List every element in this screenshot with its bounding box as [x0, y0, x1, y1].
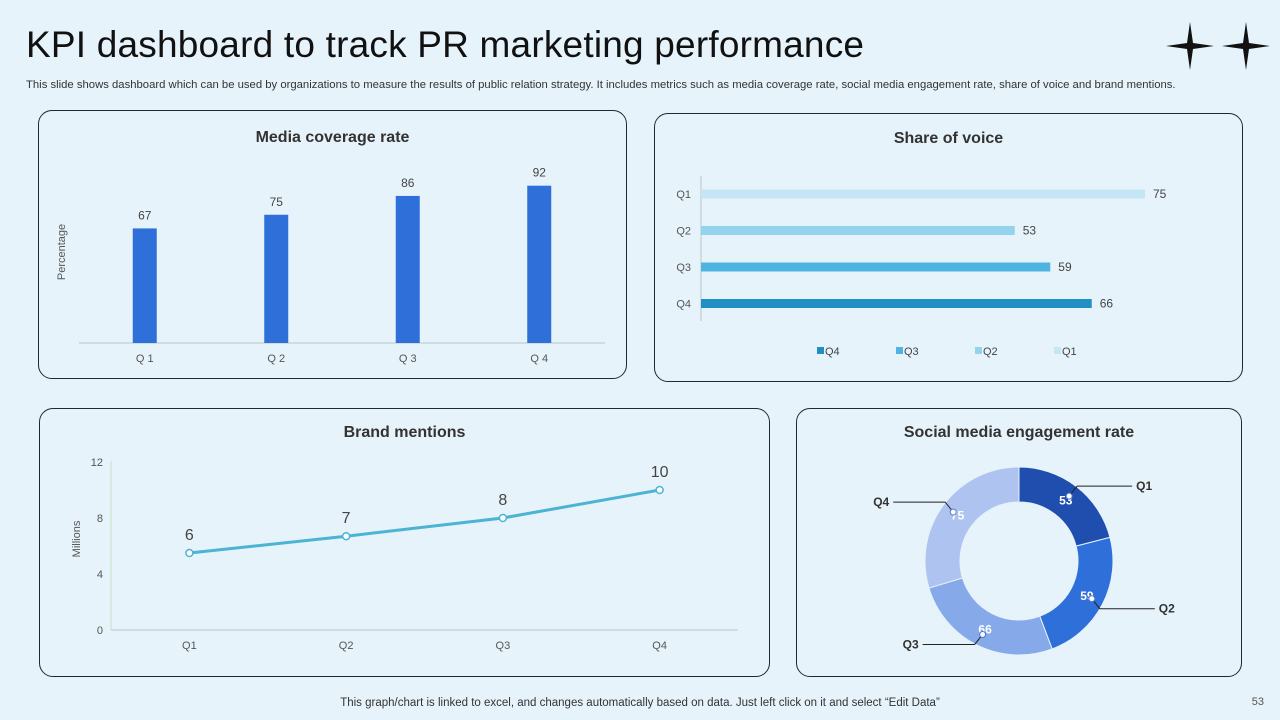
- social-slice-label: Q1: [1136, 479, 1152, 493]
- sov-legend-label: Q3: [904, 346, 919, 358]
- media-coverage-title: Media coverage rate: [255, 129, 410, 146]
- media-bar-value: 92: [533, 166, 547, 180]
- sov-legend-label: Q2: [983, 346, 998, 358]
- social-leader-dot: [1088, 595, 1096, 603]
- media-y-axis-label: Percentage: [56, 224, 68, 280]
- social-slice[interactable]: [924, 466, 1020, 589]
- social-slice-label: Q3: [903, 637, 919, 651]
- footer-note: This graph/chart is linked to excel, and…: [340, 697, 940, 709]
- brand-point-label: 10: [651, 464, 669, 481]
- sov-bar[interactable]: [701, 262, 1051, 272]
- media-x-tick: Q 3: [399, 353, 417, 365]
- media-bar-value: 75: [270, 195, 284, 209]
- media-bar-value: 67: [138, 208, 152, 222]
- share-of-voice-chart[interactable]: 75 Q1 53 Q2 59 Q3 66 Q4 Q4 Q3 Q2 Q1: [655, 114, 1244, 383]
- brand-point-label: 6: [185, 527, 194, 544]
- brand-mentions-title: Brand mentions: [343, 424, 466, 441]
- media-bar[interactable]: [395, 195, 420, 343]
- media-bar[interactable]: [264, 214, 289, 343]
- brand-point-label: 7: [342, 510, 351, 527]
- brand-series-line[interactable]: [189, 488, 660, 555]
- brand-point-label: 8: [498, 492, 507, 509]
- media-x-tick: Q 2: [267, 353, 285, 365]
- brand-y-tick: 0: [97, 625, 103, 637]
- page-number: 53: [1251, 696, 1264, 708]
- sov-bar-value: 66: [1100, 297, 1114, 311]
- page-subtitle: This slide shows dashboard which can be …: [26, 79, 1176, 91]
- brand-point[interactable]: [185, 548, 194, 558]
- brand-mentions-chart[interactable]: 0 4 8 12 Millions 6 Q1 7 Q2 8 Q3 10 Q4: [40, 409, 771, 678]
- media-bar-value: 86: [401, 176, 415, 190]
- share-of-voice-panel[interactable]: Share of voice 75 Q1 53 Q2 59 Q3 66 Q4 Q4 Q3 Q2 Q1: [654, 113, 1243, 382]
- brand-y-tick: 8: [97, 513, 103, 525]
- sov-legend-swatch: [1054, 347, 1061, 354]
- brand-x-tick: Q4: [652, 640, 667, 652]
- footer-note-wrap: This graph/chart is linked to excel, and…: [0, 697, 1280, 709]
- sov-legend-swatch: [817, 347, 824, 354]
- brand-mentions-panel[interactable]: Brand mentions 0 4 8 12 Millions 6 Q1 7 Q2 8 Q3 10 Q…: [39, 408, 770, 677]
- social-leader-dot: [1065, 492, 1073, 500]
- brand-y-tick: 12: [91, 457, 103, 469]
- sov-bar-value: 53: [1023, 224, 1037, 238]
- sov-legend-swatch: [975, 347, 982, 354]
- media-x-tick: Q 1: [136, 353, 154, 365]
- social-engagement-panel[interactable]: Social media engagement rate 53 Q1 59 Q2 66 Q…: [796, 408, 1242, 677]
- media-bar[interactable]: [527, 185, 552, 343]
- brand-point[interactable]: [341, 531, 351, 541]
- social-leader-line: [893, 501, 954, 513]
- social-leader-dot: [979, 630, 987, 638]
- media-coverage-panel[interactable]: Media coverage rate Percentage 67 Q 1 75 Q 2…: [38, 110, 627, 379]
- sov-legend-label: Q4: [825, 346, 840, 358]
- sov-bar[interactable]: [701, 226, 1015, 235]
- sov-legend-label: Q1: [1062, 346, 1077, 358]
- social-slice[interactable]: [928, 577, 1053, 656]
- social-leader-dot: [949, 508, 957, 516]
- sov-y-tick: Q4: [676, 299, 691, 311]
- social-engagement-title: Social media engagement rate: [903, 424, 1135, 441]
- media-x-tick: Q 4: [530, 353, 548, 365]
- sov-y-tick: Q2: [676, 226, 691, 238]
- page-title: KPI dashboard to track PR marketing perf…: [26, 24, 865, 65]
- social-leader-line: [922, 634, 984, 645]
- sov-bar-value: 75: [1153, 187, 1167, 201]
- sov-legend-swatch: [896, 347, 903, 354]
- sov-y-tick: Q3: [676, 262, 691, 274]
- brand-point[interactable]: [655, 485, 664, 495]
- sov-bar[interactable]: [701, 299, 1092, 308]
- social-slice[interactable]: [1039, 536, 1114, 650]
- brand-y-tick: 4: [97, 569, 103, 581]
- social-slice-label: Q2: [1159, 602, 1175, 616]
- media-bar[interactable]: [132, 228, 157, 343]
- brand-x-tick: Q2: [339, 640, 354, 652]
- sov-bar-value: 59: [1058, 260, 1072, 274]
- brand-point[interactable]: [498, 513, 508, 523]
- social-leader-line: [1091, 598, 1155, 610]
- brand-y-axis-label: Millions: [71, 520, 83, 557]
- sov-y-tick: Q1: [676, 189, 691, 201]
- social-leader-line: [1068, 485, 1133, 497]
- share-of-voice-title: Share of voice: [893, 130, 1004, 147]
- brand-x-tick: Q1: [182, 640, 197, 652]
- sparkle-icon: [1166, 22, 1270, 70]
- social-slice-label: Q4: [873, 495, 889, 509]
- media-coverage-chart[interactable]: Percentage 67 Q 1 75 Q 2 86 Q 3 92 Q 4: [39, 111, 628, 380]
- sov-bar[interactable]: [701, 189, 1145, 199]
- brand-x-tick: Q3: [496, 640, 511, 652]
